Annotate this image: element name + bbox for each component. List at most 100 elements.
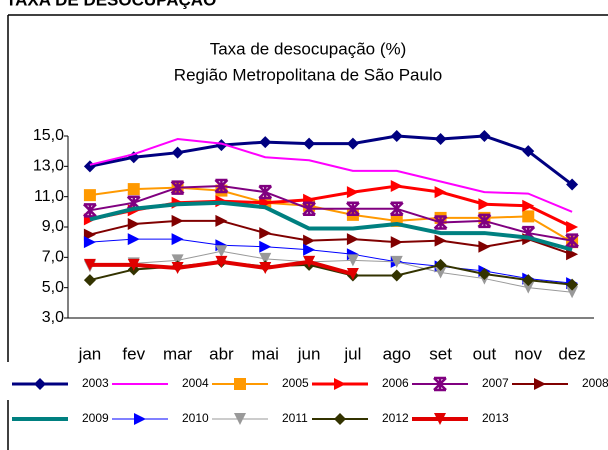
x-tick-label: ago — [383, 344, 411, 363]
legend-marker — [334, 413, 346, 425]
data-point — [215, 139, 228, 152]
legend-marker — [334, 378, 346, 390]
x-tick-label: nov — [515, 344, 543, 363]
data-point — [303, 137, 316, 150]
y-tick-label: 3,0 — [42, 309, 64, 326]
data-point — [259, 227, 272, 240]
chart-subtitle: Região Metropolitana de São Paulo — [174, 65, 442, 84]
data-point — [390, 269, 403, 282]
x-tick-label: jan — [78, 344, 102, 363]
data-point — [126, 195, 141, 210]
legend-marker — [433, 376, 447, 392]
data-point — [390, 130, 403, 142]
data-point — [478, 198, 491, 211]
x-tick-label: dez — [558, 344, 585, 363]
data-point — [346, 254, 359, 267]
data-point — [171, 233, 184, 246]
data-point — [566, 248, 579, 261]
x-tick-label: out — [473, 344, 497, 363]
y-tick-label: 5,0 — [42, 279, 64, 296]
x-tick-label: jun — [297, 344, 321, 363]
series-line — [89, 219, 573, 256]
data-point — [127, 233, 140, 246]
legend-label: 2007 — [482, 376, 509, 390]
series-line — [89, 186, 573, 244]
y-tick-label: 11,0 — [34, 188, 64, 205]
data-point — [259, 240, 272, 253]
data-point — [478, 268, 491, 281]
series-line — [89, 250, 573, 293]
data-point — [390, 255, 403, 268]
data-point — [566, 178, 579, 191]
data-point — [346, 268, 359, 281]
legend-label: 2011 — [282, 411, 308, 425]
legend-label: 2012 — [382, 411, 409, 425]
data-point — [303, 243, 316, 256]
data-point — [127, 183, 140, 196]
data-point — [521, 225, 536, 241]
series-line — [89, 134, 573, 186]
legend-marker — [34, 378, 46, 390]
legend-label: 2010 — [182, 411, 209, 425]
legend-marker — [234, 378, 246, 390]
data-point — [83, 189, 96, 202]
legend-marker — [134, 413, 146, 425]
data-point — [522, 210, 535, 223]
legend-label: 2008 — [582, 376, 608, 390]
data-point — [303, 255, 316, 268]
data-point — [522, 145, 535, 158]
data-point — [259, 261, 272, 274]
data-point — [434, 266, 447, 279]
data-point — [346, 137, 359, 150]
data-point — [522, 274, 535, 287]
data-point — [259, 252, 272, 265]
data-point — [215, 255, 228, 268]
data-point — [478, 130, 491, 142]
data-point — [566, 221, 579, 233]
data-point — [565, 233, 579, 248]
x-tick-label: fev — [122, 344, 145, 363]
x-tick-label: set — [429, 344, 452, 363]
series-line — [89, 200, 573, 252]
data-point — [171, 146, 184, 159]
legend-marker — [434, 413, 446, 425]
legend-label: 2009 — [82, 411, 109, 425]
data-point — [566, 278, 579, 291]
legend-label: 2004 — [182, 376, 209, 390]
data-point — [302, 201, 316, 217]
x-tick-label: mar — [163, 344, 193, 363]
legend-marker — [234, 413, 246, 425]
data-point — [83, 203, 97, 218]
series-line — [89, 238, 573, 284]
data-point — [171, 254, 184, 267]
data-point — [390, 236, 403, 249]
data-point — [389, 201, 404, 217]
data-point — [346, 233, 359, 246]
y-tick-label: 13,0 — [33, 158, 64, 175]
data-point — [434, 258, 447, 271]
y-tick-label: 9,0 — [42, 218, 64, 235]
chart-title: Taxa de desocupação (%) — [210, 39, 407, 58]
data-point — [434, 186, 447, 199]
series-line — [89, 185, 573, 242]
legend-label: 2005 — [282, 376, 309, 390]
x-tick-label: mai — [252, 344, 279, 363]
x-tick-label: abr — [209, 344, 234, 363]
data-point — [127, 217, 140, 230]
data-point — [522, 199, 535, 212]
legend-marker — [534, 378, 546, 390]
data-point — [433, 215, 448, 230]
data-point — [434, 234, 447, 247]
data-point — [478, 240, 491, 253]
y-tick-label: 7,0 — [42, 249, 64, 266]
legend-label: 2003 — [82, 376, 109, 390]
data-point — [259, 136, 272, 149]
data-point — [170, 180, 185, 195]
data-point — [303, 234, 316, 247]
page-header: TAXA DE DESOCUPAÇÃO — [6, 0, 216, 9]
data-point — [214, 178, 229, 194]
data-point — [83, 274, 96, 287]
series-line — [89, 138, 573, 213]
legend-label: 2006 — [382, 376, 409, 390]
